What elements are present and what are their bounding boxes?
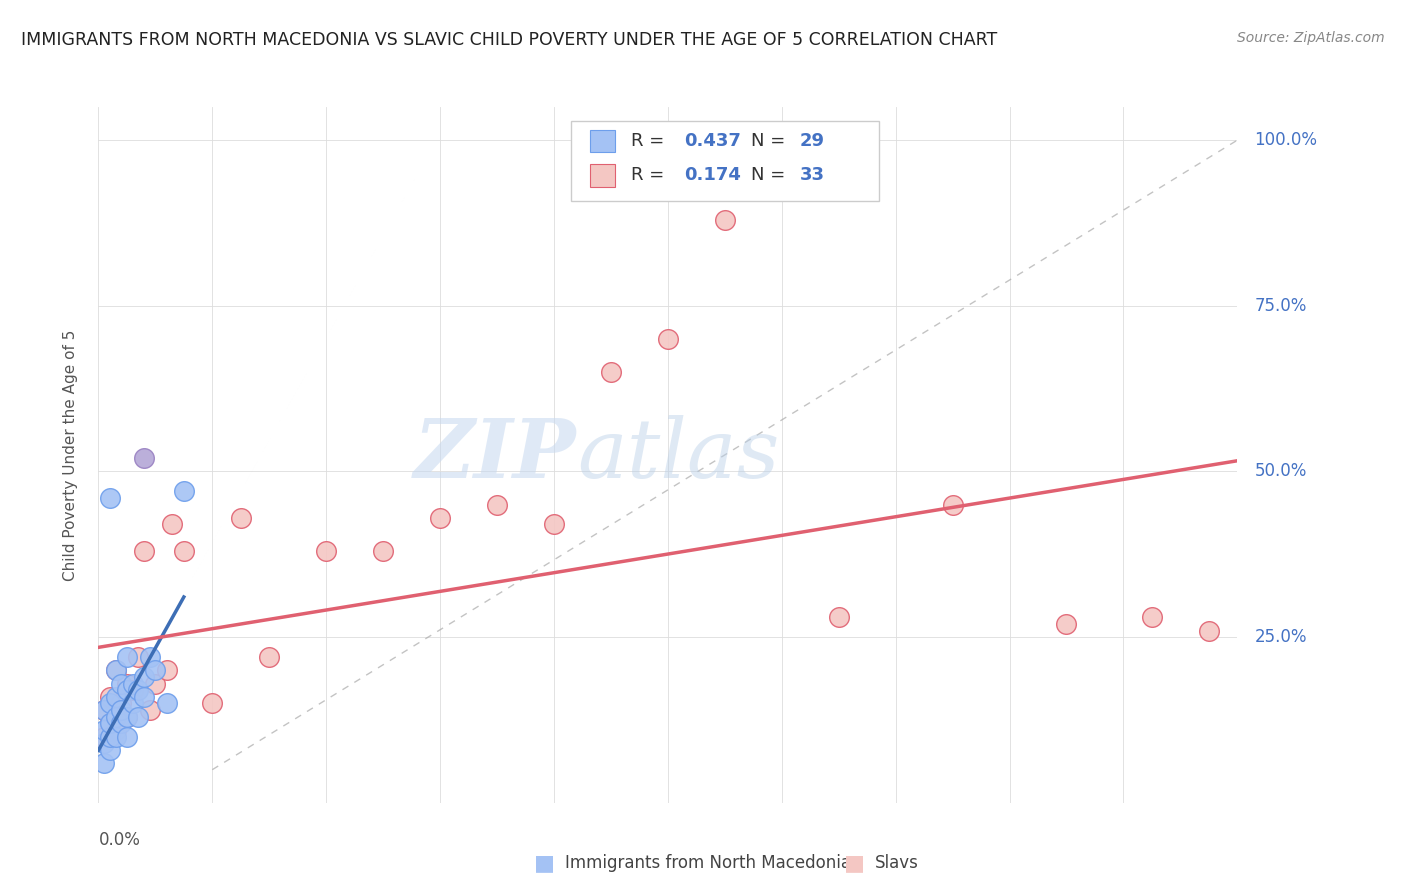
Point	[132, 670, 155, 684]
Text: 75.0%: 75.0%	[1254, 297, 1306, 315]
Text: IMMIGRANTS FROM NORTH MACEDONIA VS SLAVIC CHILD POVERTY UNDER THE AGE OF 5 CORRE: IMMIGRANTS FROM NORTH MACEDONIA VS SLAVI…	[21, 31, 997, 49]
Point	[93, 756, 115, 770]
Point	[104, 663, 127, 677]
Text: atlas: atlas	[576, 415, 779, 495]
Point	[138, 703, 160, 717]
Point	[145, 663, 167, 677]
Point	[543, 517, 565, 532]
Text: N =: N =	[751, 132, 792, 150]
Point	[104, 723, 127, 737]
Text: N =: N =	[751, 167, 792, 185]
Point	[98, 697, 121, 711]
Point	[127, 683, 149, 698]
Point	[657, 332, 679, 346]
Text: ■: ■	[534, 854, 555, 873]
Point	[132, 690, 155, 704]
Point	[115, 676, 138, 690]
Point	[429, 511, 451, 525]
Point	[93, 730, 115, 744]
Point	[93, 736, 115, 750]
Point	[942, 498, 965, 512]
Point	[127, 650, 149, 665]
Point	[156, 663, 179, 677]
Point	[93, 703, 115, 717]
Point	[98, 716, 121, 731]
Text: 0.0%: 0.0%	[98, 830, 141, 848]
Point	[93, 723, 115, 737]
Point	[138, 650, 160, 665]
Point	[104, 690, 127, 704]
Point	[115, 650, 138, 665]
Point	[486, 498, 509, 512]
Point	[600, 365, 623, 379]
FancyBboxPatch shape	[591, 164, 616, 186]
FancyBboxPatch shape	[571, 121, 879, 201]
Text: 29: 29	[800, 132, 825, 150]
Text: 100.0%: 100.0%	[1254, 131, 1317, 149]
Text: R =: R =	[631, 132, 671, 150]
Point	[115, 683, 138, 698]
Point	[115, 730, 138, 744]
Point	[373, 544, 395, 558]
Point	[110, 703, 132, 717]
Point	[115, 709, 138, 723]
Text: 0.174: 0.174	[683, 167, 741, 185]
Point	[229, 511, 252, 525]
Text: R =: R =	[631, 167, 671, 185]
Point	[1140, 610, 1163, 624]
Text: ■: ■	[844, 854, 865, 873]
Point	[121, 697, 143, 711]
Point	[127, 709, 149, 723]
Text: 33: 33	[800, 167, 825, 185]
Point	[121, 676, 143, 690]
Point	[132, 451, 155, 466]
Point	[93, 703, 115, 717]
Point	[259, 650, 281, 665]
Point	[98, 743, 121, 757]
Point	[714, 212, 737, 227]
Text: Immigrants from North Macedonia: Immigrants from North Macedonia	[565, 855, 851, 872]
Text: 50.0%: 50.0%	[1254, 462, 1306, 481]
Point	[315, 544, 337, 558]
Point	[201, 697, 224, 711]
Point	[121, 683, 143, 698]
Point	[98, 716, 121, 731]
Point	[98, 730, 121, 744]
Point	[98, 690, 121, 704]
Point	[110, 716, 132, 731]
Point	[156, 697, 179, 711]
Text: 25.0%: 25.0%	[1254, 628, 1306, 646]
FancyBboxPatch shape	[591, 130, 616, 153]
Text: Slavs: Slavs	[875, 855, 918, 872]
Point	[162, 517, 184, 532]
Point	[1198, 624, 1220, 638]
Point	[828, 610, 851, 624]
Point	[104, 709, 127, 723]
Text: Source: ZipAtlas.com: Source: ZipAtlas.com	[1237, 31, 1385, 45]
Text: 0.437: 0.437	[683, 132, 741, 150]
Point	[115, 709, 138, 723]
Point	[145, 676, 167, 690]
Point	[110, 676, 132, 690]
Y-axis label: Child Poverty Under the Age of 5: Child Poverty Under the Age of 5	[63, 329, 79, 581]
Point	[132, 544, 155, 558]
Point	[173, 484, 195, 499]
Text: ZIP: ZIP	[415, 415, 576, 495]
Point	[104, 663, 127, 677]
Point	[98, 491, 121, 505]
Point	[1056, 616, 1078, 631]
Point	[104, 730, 127, 744]
Point	[110, 697, 132, 711]
Point	[173, 544, 195, 558]
